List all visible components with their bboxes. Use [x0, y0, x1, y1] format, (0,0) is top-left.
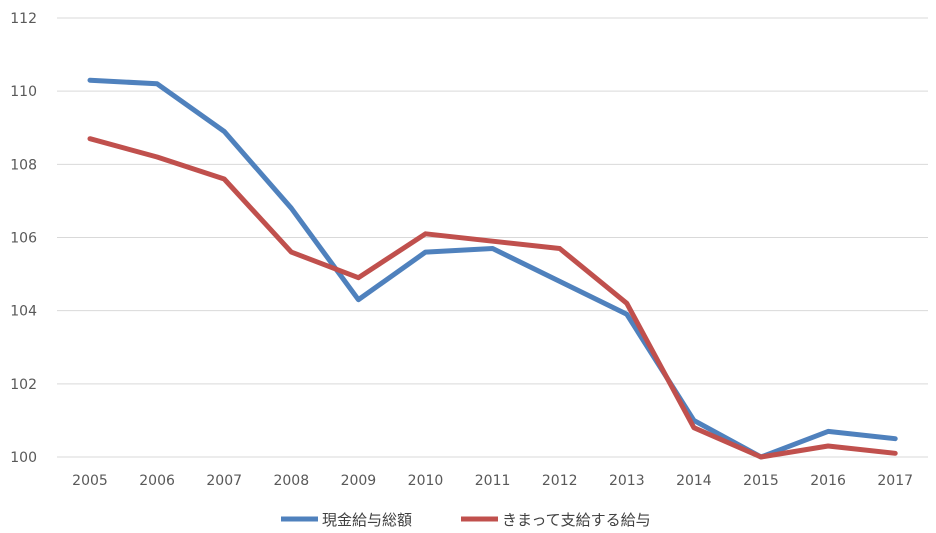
legend: 現金給与総額 きまって支給する給与: [281, 511, 651, 529]
y-tick-label: 100: [10, 450, 37, 466]
legend-label: きまって支給する給与: [502, 511, 651, 529]
gridlines: [57, 17, 928, 458]
y-axis-tick-labels: 100 102 104 106 108 110 112: [10, 11, 37, 466]
x-tick-label: 2005: [72, 473, 108, 489]
series-lines: [87, 77, 898, 460]
x-axis-tick-labels: 2005 2006 2007 2008 2009 2010 2011 2012 2013 2014…: [72, 473, 913, 489]
legend-label: 現金給与総額: [322, 511, 412, 529]
x-tick-label: 2010: [408, 473, 444, 489]
y-tick-label: 110: [10, 84, 37, 100]
x-tick-label: 2012: [542, 473, 578, 489]
y-tick-label: 102: [10, 377, 37, 393]
legend-item-2: きまって支給する給与: [461, 511, 651, 529]
series-line-1: [87, 77, 898, 460]
series-line-2: [87, 136, 898, 460]
x-tick-label: 2008: [273, 473, 309, 489]
x-tick-label: 2017: [877, 473, 913, 489]
x-tick-label: 2014: [676, 473, 712, 489]
legend-item-1: 現金給与総額: [281, 511, 412, 529]
x-tick-label: 2013: [609, 473, 645, 489]
x-tick-label: 2015: [743, 473, 779, 489]
x-tick-label: 2011: [475, 473, 511, 489]
y-tick-label: 104: [10, 304, 37, 320]
y-tick-label: 112: [10, 11, 37, 27]
x-tick-label: 2006: [139, 473, 175, 489]
y-tick-label: 106: [10, 231, 37, 247]
x-tick-label: 2016: [810, 473, 846, 489]
x-tick-label: 2007: [206, 473, 242, 489]
y-tick-label: 108: [10, 157, 37, 173]
x-tick-label: 2009: [341, 473, 377, 489]
